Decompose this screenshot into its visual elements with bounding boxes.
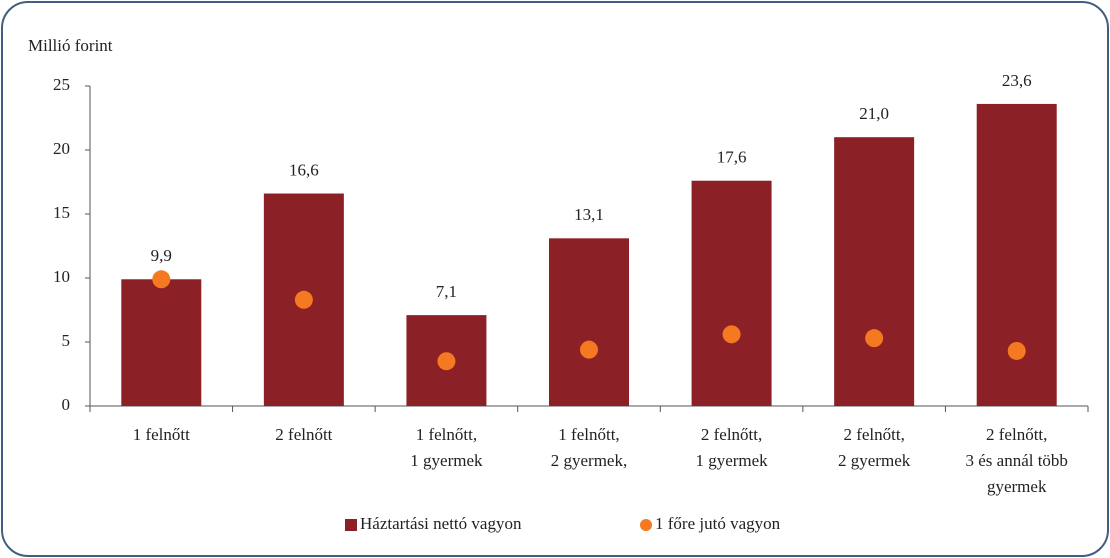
x-tick-label: 2 gyermek <box>838 451 911 470</box>
x-tick-label: 1 felnőtt, <box>416 425 477 444</box>
y-tick-label: 10 <box>53 267 70 286</box>
legend-label: Háztartási nettó vagyon <box>360 514 522 533</box>
bar <box>691 180 772 406</box>
x-tick-label: 2 felnőtt <box>275 425 332 444</box>
bar <box>976 103 1057 407</box>
value-label: 7,1 <box>436 282 457 301</box>
value-label: 23,6 <box>1002 71 1032 90</box>
legend-label: 1 főre jutó vagyon <box>655 514 781 533</box>
bar <box>121 279 202 406</box>
x-tick-label: 2 gyermek, <box>551 451 627 470</box>
dot <box>294 290 313 309</box>
bar <box>834 137 915 406</box>
x-tick-label: 2 felnőtt, <box>843 425 904 444</box>
x-tick-label: gyermek <box>987 477 1047 496</box>
value-label: 13,1 <box>574 205 604 224</box>
x-tick-label: 1 felnőtt, <box>558 425 619 444</box>
y-tick-label: 5 <box>62 331 71 350</box>
dot <box>722 325 741 344</box>
legend-swatch <box>345 519 357 531</box>
x-tick-label: 3 és annál több <box>965 451 1067 470</box>
x-tick-label: 1 felnőtt <box>133 425 190 444</box>
value-label: 21,0 <box>859 104 889 123</box>
value-label: 16,6 <box>289 160 319 179</box>
x-tick-label: 2 felnőtt, <box>986 425 1047 444</box>
y-axis-label: Millió forint <box>28 36 113 55</box>
dot <box>437 352 456 371</box>
dot <box>1007 341 1026 360</box>
dot <box>152 270 171 289</box>
x-tick-label: 1 gyermek <box>410 451 483 470</box>
x-tick-label: 1 gyermek <box>695 451 768 470</box>
legend-swatch <box>640 519 652 531</box>
y-tick-label: 20 <box>53 139 70 158</box>
value-label: 17,6 <box>717 148 747 167</box>
value-label: 9,9 <box>151 246 172 265</box>
dot <box>865 329 884 348</box>
y-tick-label: 15 <box>53 203 70 222</box>
y-tick-label: 25 <box>53 75 70 94</box>
y-tick-label: 0 <box>62 395 71 414</box>
dot <box>580 340 598 359</box>
bar <box>549 238 629 406</box>
x-tick-label: 2 felnőtt, <box>701 425 762 444</box>
